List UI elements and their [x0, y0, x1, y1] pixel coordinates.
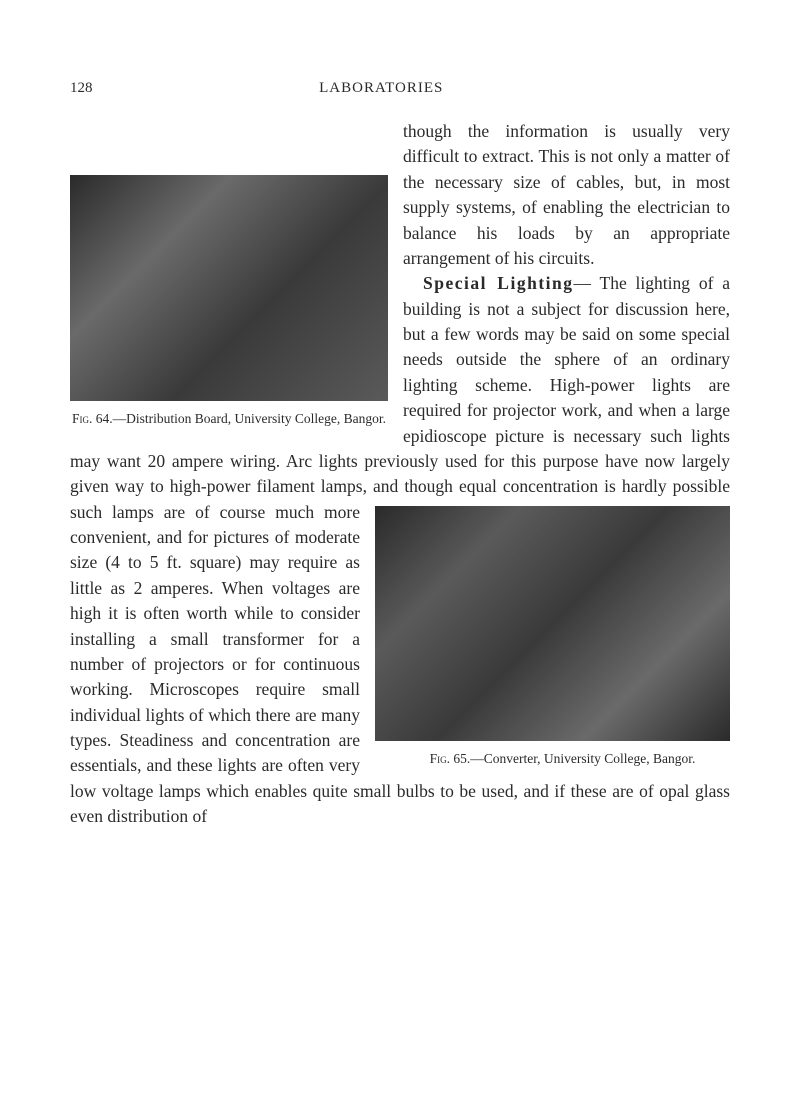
body-text-container: Fig. 64.—Distribution Board, University …	[70, 119, 730, 830]
figure-1-label: Fig. 64.	[72, 411, 113, 426]
figure-2-block: Fig. 65.—Converter, University College, …	[375, 506, 730, 769]
figure-1-image	[70, 175, 388, 401]
figure-2-image	[375, 506, 730, 741]
page-header: 128 LABORATORIES	[70, 80, 730, 97]
figure-2-caption-text: —Converter, University College, Bangor.	[470, 751, 695, 766]
special-lighting-heading: Special Lighting	[423, 273, 574, 293]
paragraph-1: though the information is usually very d…	[403, 121, 730, 268]
figure-2-caption: Fig. 65.—Converter, University College, …	[375, 749, 730, 769]
figure-1-caption: Fig. 64.—Distribution Board, University …	[70, 409, 388, 429]
figure-2-label: Fig. 65.	[430, 751, 471, 766]
figure-1-caption-text: —Distribution Board, University College,…	[113, 411, 386, 426]
figure-1-block: Fig. 64.—Distribution Board, University …	[70, 175, 388, 433]
page-title: LABORATORIES	[63, 80, 701, 97]
